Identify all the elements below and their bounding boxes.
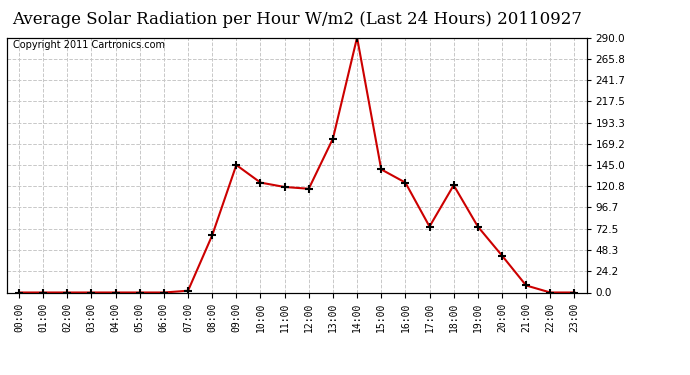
Text: Copyright 2011 Cartronics.com: Copyright 2011 Cartronics.com [12,40,165,50]
Text: Average Solar Radiation per Hour W/m2 (Last 24 Hours) 20110927: Average Solar Radiation per Hour W/m2 (L… [12,11,582,28]
